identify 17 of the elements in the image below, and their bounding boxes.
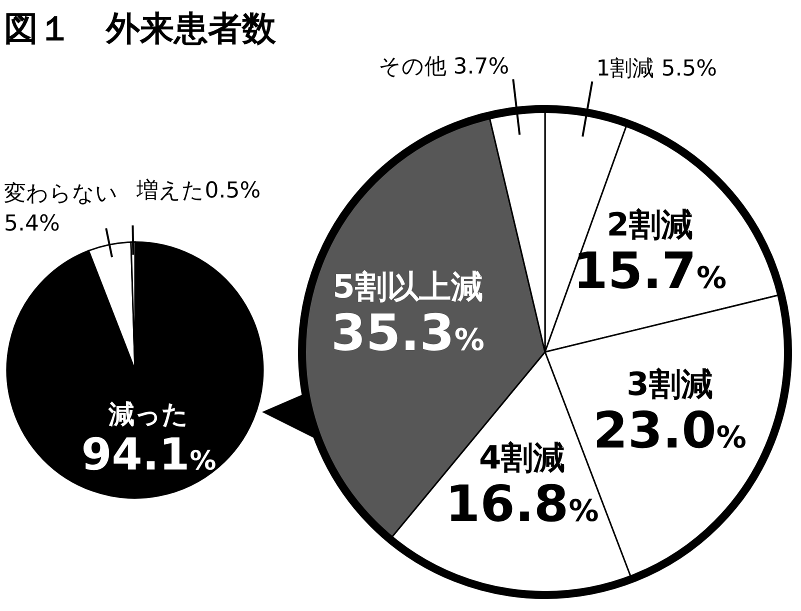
slice-label: その他 3.7% [378, 54, 510, 80]
data-label: 15.7% [573, 242, 727, 300]
slice-label: 2割減 [606, 205, 693, 244]
slice-label: 3割減 [626, 365, 713, 404]
slice-label: 増えた0.5% [136, 178, 261, 204]
chart-title: 図１ 外来患者数 [4, 9, 277, 49]
slice-label: 4割減 [478, 438, 566, 477]
data-label: 5.4% [4, 211, 60, 236]
slice-label: 1割減 5.5% [596, 56, 718, 82]
pie-slice [6, 241, 264, 499]
slice-label: 変わらない [4, 181, 118, 206]
data-label: 23.0% [593, 402, 746, 460]
data-label: 94.1% [81, 429, 216, 480]
data-label: 35.3% [331, 304, 484, 362]
slice-label: 5割以上減 [332, 267, 483, 306]
data-label: 16.8% [445, 475, 599, 534]
slice-label: 減った [108, 400, 189, 430]
